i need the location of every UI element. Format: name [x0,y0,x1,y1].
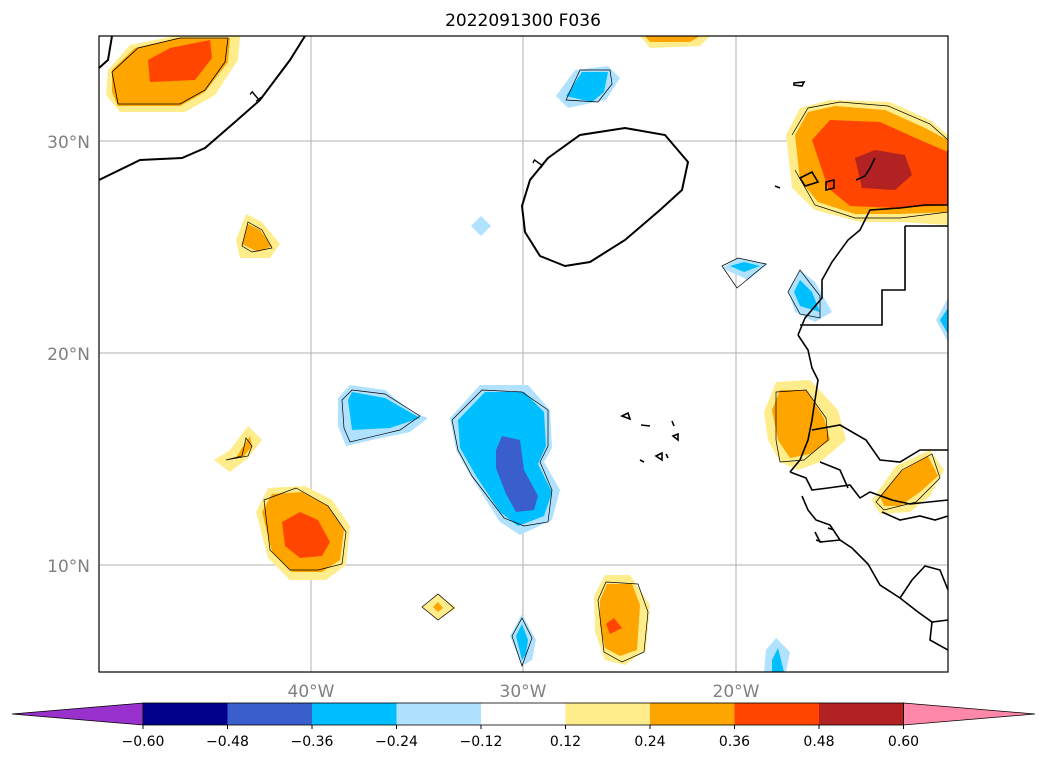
anomaly-blob-yellow-44w [214,426,262,472]
anomaly-blob-topright [786,100,948,225]
colorbar-tick-label: 0.36 [719,734,750,750]
lon-label-30w: 30°W [500,682,547,702]
lat-label-30n: 30°N [47,133,90,153]
colorbar-tick-label: 0.60 [888,734,919,750]
map-area: 1 1 [99,36,948,672]
anomaly-blob-blue-20w [721,257,768,289]
lon-label-20w: 20°W [713,682,760,702]
lat-label-10n: 10°N [47,557,90,577]
anomaly-blob-blue-bottom [764,638,790,672]
contour-line-topleft [99,36,306,181]
colorbar-swatch [565,703,651,725]
map-title: 2022091300 F036 [445,11,601,31]
colorbar-tick-label: 0.48 [803,734,834,750]
colorbar-swatch [481,703,566,725]
colorbar-tick-label: 0.24 [634,734,665,750]
lat-label-20n: 20°N [47,345,90,365]
anomaly-blob-red-40w [256,486,350,580]
colorbar-swatch [227,703,313,725]
colorbar-tick-label: −0.12 [460,734,503,750]
colorbar-extend-low [11,702,144,726]
colorbar-tick-label: −0.60 [122,734,165,750]
anomaly-blob-blue-edge [936,298,948,342]
anomaly-blob-blue-6n [510,614,536,668]
anomaly-blob-blue-38w [338,385,428,446]
anomaly-blob-orange-small [236,214,280,258]
colorbar-frame [142,702,904,726]
anomaly-blob-top-center [640,36,710,48]
coastlines [620,81,948,651]
colorbar-swatch [650,703,735,725]
colorbar-tick-label: −0.48 [206,734,249,750]
colorbar-tick-label: 0.12 [550,734,581,750]
anomaly-blob-blue-diamond [471,216,491,236]
colorbar-swatch [734,703,820,725]
anomaly-blob-orange-25w [594,575,650,665]
colorbar: −0.60 −0.48 −0.36 −0.24 −0.12 0.12 0.24 0.36 0.4… [11,702,1036,750]
map-frame [98,35,949,673]
anomaly-blob-orange-westafrica [764,380,846,470]
colorbar-swatch [143,703,228,725]
anomaly-blob-orange-east [872,450,944,514]
colorbar-swatch [396,703,482,725]
anomaly-blob-blue-top [556,66,620,108]
anomaly-blob-blue-coast [787,269,832,322]
colorbar-tick-label: −0.36 [291,734,334,750]
anomaly-blob-diamond-34w [421,593,456,621]
anomaly-blob-topleft [106,36,240,112]
colorbar-swatch [819,703,904,725]
contour-label-1b: 1 [529,154,549,172]
lon-label-40w: 40°W [288,682,335,702]
contour-line-ellipse [520,126,690,268]
anomaly-blob-blue-30w [450,385,560,535]
colorbar-tick-label: −0.24 [375,734,418,750]
colorbar-swatch [312,703,397,725]
colorbar-extend-high [903,702,1036,726]
